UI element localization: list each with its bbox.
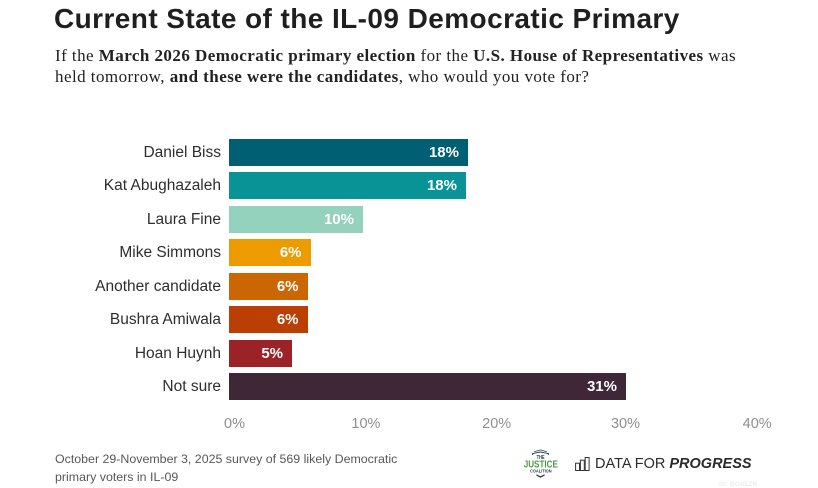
svg-text:COALITION: COALITION (530, 468, 552, 473)
svg-text:THE: THE (537, 455, 545, 461)
svg-text:JUSTICE: JUSTICE (524, 460, 558, 471)
